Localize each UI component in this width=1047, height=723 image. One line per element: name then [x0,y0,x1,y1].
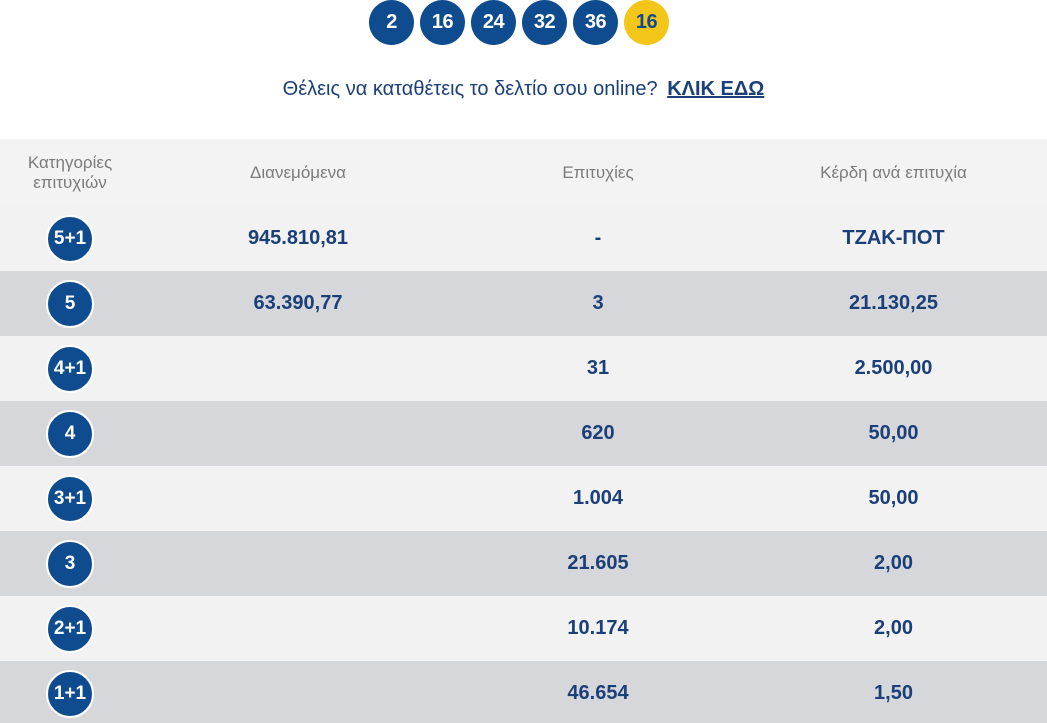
winners-cell: 620 [581,422,615,444]
distributed-cell: 63.390,77 [253,292,343,314]
table-row: 3 21.605 2,00 [0,531,1047,596]
prize-cell: 2.500,00 [854,357,933,379]
winners-cell: 21.605 [567,552,629,574]
distributed-cell [140,336,456,401]
number-ball: 2 [369,0,414,45]
table-row: 3+1 1.004 50,00 [0,466,1047,531]
drawn-numbers: 2 16 24 32 36 16 [369,0,669,46]
distributed-cell [140,531,456,596]
winners-cell: 1.004 [572,487,624,509]
category-cell: 5+1 [0,206,140,271]
category-cell: 4+1 [0,336,140,401]
category-badge: 4+1 [46,344,94,393]
distributed-cell: 945.810,81 [247,227,349,249]
header-prize: Κέρδη ανά επιτυχία [820,162,967,182]
category-badge: 5 [46,279,94,328]
category-cell: 5 [0,271,140,336]
category-cell: 1+1 [0,661,140,723]
prize-cell: 21.130,25 [849,292,938,314]
category-badge: 1+1 [46,669,94,718]
category-cell: 3+1 [0,466,140,531]
table-header-row: Κατηγορίες επιτυχιών Διανεμόμενα Επιτυχί… [0,139,1047,206]
winnings-table: Κατηγορίες επιτυχιών Διανεμόμενα Επιτυχί… [0,139,1047,723]
prize-cell: 50,00 [868,422,919,444]
distributed-cell [140,596,456,661]
winners-cell: 3 [592,292,604,314]
table-row: 1+1 46.654 1,50 [0,661,1047,723]
category-cell: 3 [0,531,140,596]
distributed-cell [140,661,456,723]
online-ticket-prompt: Θέλεις να καταθέτεις το δελτίο σου onlin… [0,78,1047,101]
distributed-cell [140,466,456,531]
number-ball: 36 [573,0,618,45]
header-winners: Επιτυχίες [562,162,634,182]
winners-cell: 31 [586,357,610,379]
distributed-cell [140,401,456,466]
table-row: 4 620 50,00 [0,401,1047,466]
winners-cell: 46.654 [567,682,629,704]
click-here-link[interactable]: ΚΛΙΚ ΕΔΩ [667,78,765,100]
winners-cell: 10.174 [567,617,629,639]
header-category: Κατηγορίες επιτυχιών [27,152,113,192]
number-ball: 24 [471,0,516,45]
table-row: 5+1 945.810,81 - ΤΖΑΚ-ΠΟΤ [0,206,1047,271]
category-badge: 3+1 [46,474,94,523]
category-badge: 3 [46,539,94,588]
cta-text: Θέλεις να καταθέτεις το δελτίο σου onlin… [282,78,658,100]
category-cell: 4 [0,401,140,466]
category-cell: 2+1 [0,596,140,661]
prize-cell: 50,00 [868,487,919,509]
number-ball: 32 [522,0,567,45]
prize-cell: 2,00 [874,552,913,574]
category-badge: 4 [46,409,94,458]
category-badge: 5+1 [46,214,94,263]
category-badge: 2+1 [46,604,94,653]
table-row: 5 63.390,77 3 21.130,25 [0,271,1047,336]
prize-cell: 2,00 [874,617,913,639]
table-row: 4+1 31 2.500,00 [0,336,1047,401]
bonus-ball: 16 [624,0,669,45]
header-distributed: Διανεμόμενα [250,162,346,182]
prize-cell: 1,50 [874,682,913,704]
number-ball: 16 [420,0,465,45]
table-row: 2+1 10.174 2,00 [0,596,1047,661]
winners-cell: - [594,227,602,249]
prize-cell: ΤΖΑΚ-ΠΟΤ [842,227,945,249]
